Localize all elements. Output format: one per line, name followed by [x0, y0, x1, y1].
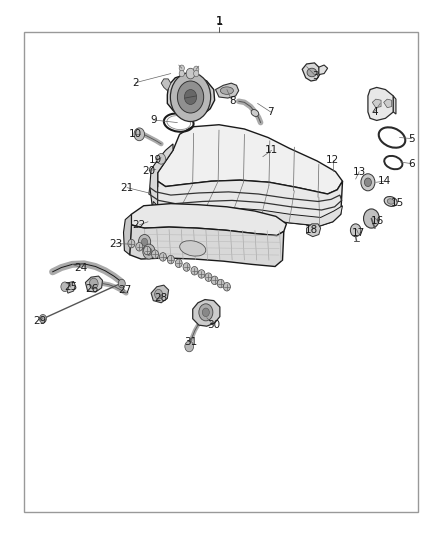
Polygon shape	[130, 225, 284, 266]
Ellipse shape	[387, 199, 394, 204]
Circle shape	[217, 279, 224, 288]
Polygon shape	[124, 214, 131, 255]
Polygon shape	[131, 204, 286, 236]
Text: 12: 12	[326, 155, 339, 165]
Circle shape	[155, 289, 162, 299]
Text: 29: 29	[34, 316, 47, 326]
Circle shape	[152, 250, 159, 259]
Polygon shape	[152, 180, 343, 226]
Circle shape	[177, 81, 204, 113]
Polygon shape	[393, 96, 396, 114]
Ellipse shape	[180, 241, 206, 256]
Circle shape	[364, 178, 371, 187]
Polygon shape	[167, 75, 215, 117]
Text: 28: 28	[155, 294, 168, 303]
Circle shape	[202, 308, 209, 317]
Circle shape	[184, 90, 197, 104]
Text: 5: 5	[408, 134, 415, 143]
Polygon shape	[372, 99, 381, 108]
Circle shape	[211, 276, 218, 285]
Circle shape	[118, 279, 125, 288]
Circle shape	[186, 68, 195, 79]
Text: 15: 15	[391, 198, 404, 207]
Circle shape	[144, 246, 151, 255]
Polygon shape	[85, 276, 102, 292]
Text: 13: 13	[353, 167, 366, 176]
Polygon shape	[152, 201, 343, 226]
Ellipse shape	[384, 197, 397, 206]
Text: 23: 23	[110, 239, 123, 248]
Polygon shape	[215, 83, 239, 98]
Text: 22: 22	[133, 220, 146, 230]
Circle shape	[167, 255, 174, 264]
Circle shape	[138, 235, 151, 249]
Circle shape	[194, 70, 199, 77]
Text: 1: 1	[215, 15, 223, 28]
Polygon shape	[66, 281, 75, 293]
Circle shape	[136, 243, 143, 251]
Circle shape	[157, 154, 166, 164]
Text: 14: 14	[378, 176, 391, 186]
Circle shape	[175, 259, 182, 268]
Text: 3: 3	[312, 71, 319, 80]
Ellipse shape	[307, 68, 317, 77]
Polygon shape	[151, 285, 169, 303]
Text: 11: 11	[265, 146, 278, 155]
Circle shape	[134, 128, 145, 141]
Circle shape	[89, 278, 98, 289]
Text: 1: 1	[215, 17, 223, 26]
Text: 10: 10	[128, 130, 141, 139]
Polygon shape	[319, 65, 328, 75]
Text: 24: 24	[74, 263, 88, 272]
Text: 7: 7	[267, 107, 274, 117]
Circle shape	[364, 209, 379, 228]
Text: 8: 8	[229, 96, 236, 106]
Text: 19: 19	[149, 155, 162, 165]
Text: 6: 6	[408, 159, 415, 168]
Circle shape	[179, 65, 184, 71]
Text: 21: 21	[120, 183, 134, 192]
Text: 27: 27	[118, 286, 131, 295]
Circle shape	[141, 238, 148, 246]
Circle shape	[198, 270, 205, 278]
Ellipse shape	[251, 110, 259, 116]
Circle shape	[61, 282, 69, 292]
Polygon shape	[193, 300, 220, 326]
Circle shape	[223, 282, 230, 291]
Circle shape	[194, 66, 199, 72]
Circle shape	[179, 70, 184, 77]
Circle shape	[170, 72, 211, 122]
Ellipse shape	[220, 87, 233, 94]
Circle shape	[183, 263, 190, 271]
Text: 31: 31	[184, 337, 197, 347]
Circle shape	[205, 273, 212, 281]
Polygon shape	[150, 144, 173, 215]
Polygon shape	[307, 224, 321, 237]
Circle shape	[128, 239, 135, 248]
Polygon shape	[384, 99, 392, 108]
Circle shape	[39, 314, 46, 323]
Circle shape	[159, 253, 166, 261]
Polygon shape	[302, 63, 320, 81]
Text: 20: 20	[142, 166, 155, 175]
Circle shape	[143, 244, 155, 259]
Circle shape	[146, 248, 152, 255]
Text: 16: 16	[371, 216, 384, 225]
Text: 26: 26	[85, 284, 99, 294]
Text: 4: 4	[371, 107, 378, 117]
Text: 17: 17	[352, 229, 365, 238]
Circle shape	[191, 266, 198, 275]
Circle shape	[199, 304, 213, 321]
Circle shape	[350, 224, 361, 237]
Text: 30: 30	[207, 320, 220, 330]
Text: 18: 18	[304, 225, 318, 235]
Circle shape	[361, 174, 375, 191]
Text: 2: 2	[132, 78, 139, 87]
Polygon shape	[368, 87, 393, 120]
Polygon shape	[161, 79, 171, 91]
Polygon shape	[158, 125, 343, 194]
Text: 25: 25	[64, 282, 78, 292]
Circle shape	[185, 341, 194, 352]
Text: 9: 9	[150, 115, 157, 125]
